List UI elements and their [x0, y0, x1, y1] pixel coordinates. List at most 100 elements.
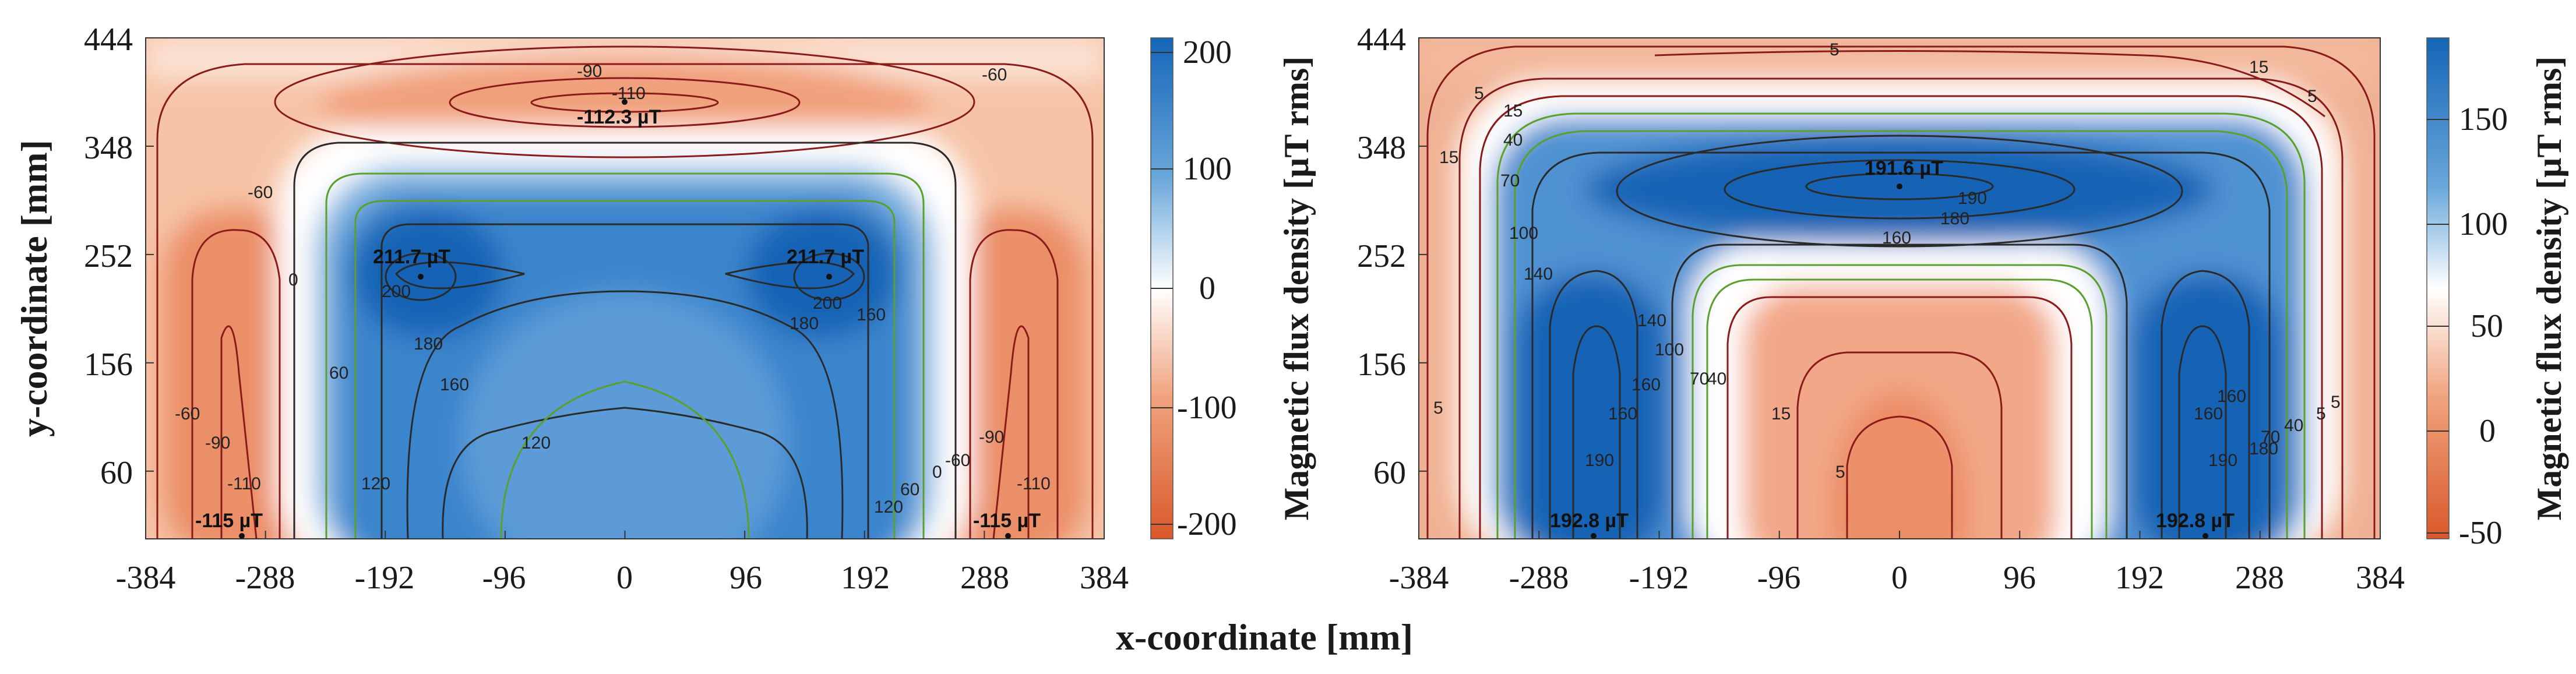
contour-label: 160 — [857, 305, 886, 324]
contour-label: 120 — [361, 474, 390, 493]
contour-label: 190 — [1585, 451, 1614, 470]
colorbar-tick: 50 — [2471, 308, 2503, 344]
peak-annotation: 192.8 µT — [1550, 510, 1629, 532]
contour-label: -60 — [175, 404, 200, 424]
x-tick-label: 384 — [2356, 560, 2405, 596]
contour-label: 160 — [2217, 387, 2246, 406]
contour-label: -110 — [1017, 474, 1051, 493]
peak-annotation: 191.6 µT — [1865, 157, 1943, 179]
colorbar-tick: -50 — [2459, 515, 2503, 551]
y-tick-label: 60 — [100, 455, 133, 491]
contour-label: 5 — [2316, 404, 2326, 424]
contour-label: 70 — [1500, 171, 1520, 190]
x-tick-label: -384 — [1389, 560, 1449, 596]
colorbar-label: Magnetic flux density [µT rms] — [1277, 57, 1316, 521]
contour-label: 60 — [329, 364, 348, 383]
x-tick-label: -192 — [355, 560, 415, 596]
contour-label: 40 — [1503, 130, 1523, 150]
contour-label: 0 — [288, 270, 298, 290]
x-axis-label: x-coordinate [mm] — [1116, 616, 1413, 658]
contour-label: -60 — [945, 451, 970, 470]
contour-label: 5 — [1433, 398, 1443, 418]
contour-label: 40 — [1707, 369, 1726, 389]
colorbar-tick: 100 — [1183, 151, 1232, 187]
contour-label: 0 — [932, 463, 942, 482]
x-tick-label: 288 — [960, 560, 1009, 596]
contour-label: 15 — [1503, 101, 1523, 121]
contour-label: -110 — [227, 474, 261, 493]
contour-label: 100 — [1509, 224, 1538, 243]
contour-label: 40 — [2284, 416, 2303, 435]
x-tick-label: 192 — [841, 560, 890, 596]
colorbar-tick: -100 — [1177, 390, 1237, 426]
y-tick-label: 252 — [84, 238, 133, 274]
contour-label: 160 — [1882, 228, 1911, 248]
contour-label: 190 — [2208, 451, 2237, 470]
y-tick-label: 156 — [84, 347, 133, 383]
contour-label: 100 — [1655, 340, 1684, 359]
x-tick-label: 96 — [730, 560, 762, 596]
chart-left: -90 -110 -60 -60 -90 -110 -90 -110 -60 0… — [145, 37, 1105, 539]
contour-label: 140 — [1637, 311, 1666, 330]
contour-label: 5 — [1474, 84, 1484, 103]
contour-label: 5 — [1830, 40, 1840, 59]
contour-label: 120 — [521, 433, 551, 453]
y-tick-label: 252 — [1357, 238, 1406, 274]
x-tick-label: -288 — [1509, 560, 1569, 596]
tick-marks — [1418, 37, 2381, 539]
y-axis-label: y-coordinate [mm] — [13, 140, 55, 437]
x-tick-label: 192 — [2115, 560, 2164, 596]
chart-right: 5 15 5 5 15 15 40 70 100 140 5 140 100 7… — [1418, 37, 2381, 539]
contour-label: -90 — [577, 62, 602, 81]
x-tick-label: 96 — [2003, 560, 2036, 596]
contour-label: -60 — [248, 183, 273, 202]
contour-label: 160 — [440, 375, 469, 394]
contour-label: 5 — [2307, 87, 2317, 106]
colorbar-tick: 200 — [1183, 34, 1232, 70]
colorbar-left: 200 100 0 -100 -200 Magnetic flux densit… — [1150, 34, 1316, 542]
peak-annotation: -112.3 µT — [577, 106, 661, 128]
contour-label: 200 — [382, 282, 411, 301]
contour-label: 5 — [1835, 463, 1845, 482]
contour-label: 15 — [1771, 404, 1791, 424]
peak-annotation: 211.7 µT — [373, 246, 450, 268]
heatmap-left: -90 -110 -60 -60 -90 -110 -90 -110 -60 0… — [146, 38, 1104, 539]
peak-annotation: -115 µT — [973, 510, 1041, 532]
x-tick-label: 0 — [616, 560, 633, 596]
x-tick-label: -384 — [116, 560, 176, 596]
colorbar-tick: 0 — [2479, 413, 2496, 449]
y-tick-label: 444 — [84, 22, 133, 58]
contour-label: 15 — [1439, 148, 1458, 167]
contour-label: 190 — [1958, 189, 1987, 208]
contour-label: 5 — [2331, 393, 2341, 412]
contour-label: 120 — [874, 497, 903, 517]
x-tick-label: 288 — [2235, 560, 2284, 596]
contour-label: 70 — [1690, 369, 1709, 389]
contour-label: 180 — [414, 334, 443, 354]
contour-label: -60 — [982, 65, 1007, 84]
peak-annotation: 192.8 µT — [2156, 510, 2235, 532]
colorbar-tick: 150 — [2459, 101, 2508, 137]
contour-label: 160 — [1631, 375, 1661, 394]
x-tick-label: 0 — [1891, 560, 1908, 596]
contour-label: -90 — [205, 433, 230, 453]
y-tick-label: 444 — [1357, 22, 1406, 58]
colorbar-right: 150 100 50 0 -50 Magnetic flux density [… — [2426, 37, 2568, 551]
contour-label: 70 — [2261, 428, 2280, 447]
peak-annotation: 211.7 µT — [787, 246, 864, 268]
contour-label: 180 — [2249, 439, 2278, 458]
x-tick-label: 384 — [1080, 560, 1129, 596]
contour-label: 200 — [813, 294, 842, 313]
contour-label: -90 — [979, 428, 1004, 447]
x-tick-label: -96 — [1757, 560, 1801, 596]
y-tick-label: 156 — [1357, 347, 1406, 383]
colorbar-tick: 0 — [1199, 270, 1215, 306]
y-tick-label: 348 — [84, 130, 133, 166]
contour-label: -110 — [612, 84, 646, 103]
contour-label: 140 — [1524, 264, 1553, 284]
contour-label: 60 — [900, 480, 919, 499]
contour-label: 180 — [1940, 209, 1969, 228]
colorbar-tick: 100 — [2459, 206, 2508, 242]
peak-annotation: -115 µT — [195, 510, 263, 532]
